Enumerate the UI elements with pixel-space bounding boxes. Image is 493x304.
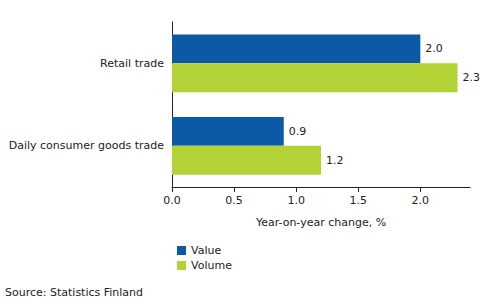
svg-text:1.0: 1.0	[287, 194, 305, 207]
svg-text:Year-on-year change, %: Year-on-year change, %	[255, 216, 386, 229]
svg-text:Value: Value	[191, 244, 221, 257]
svg-text:2.0: 2.0	[412, 194, 430, 207]
svg-text:2.3: 2.3	[463, 71, 481, 84]
svg-text:0.0: 0.0	[163, 194, 181, 207]
svg-text:0.5: 0.5	[225, 194, 243, 207]
svg-text:0.9: 0.9	[289, 125, 307, 138]
svg-text:1.5: 1.5	[350, 194, 368, 207]
svg-text:Daily consumer goods trade: Daily consumer goods trade	[9, 139, 164, 152]
svg-text:Retail trade: Retail trade	[100, 57, 164, 70]
svg-text:Volume: Volume	[191, 259, 232, 272]
svg-text:2.0: 2.0	[425, 42, 443, 55]
svg-text:1.2: 1.2	[326, 154, 344, 167]
svg-text:Source: Statistics Finland: Source: Statistics Finland	[5, 286, 143, 299]
